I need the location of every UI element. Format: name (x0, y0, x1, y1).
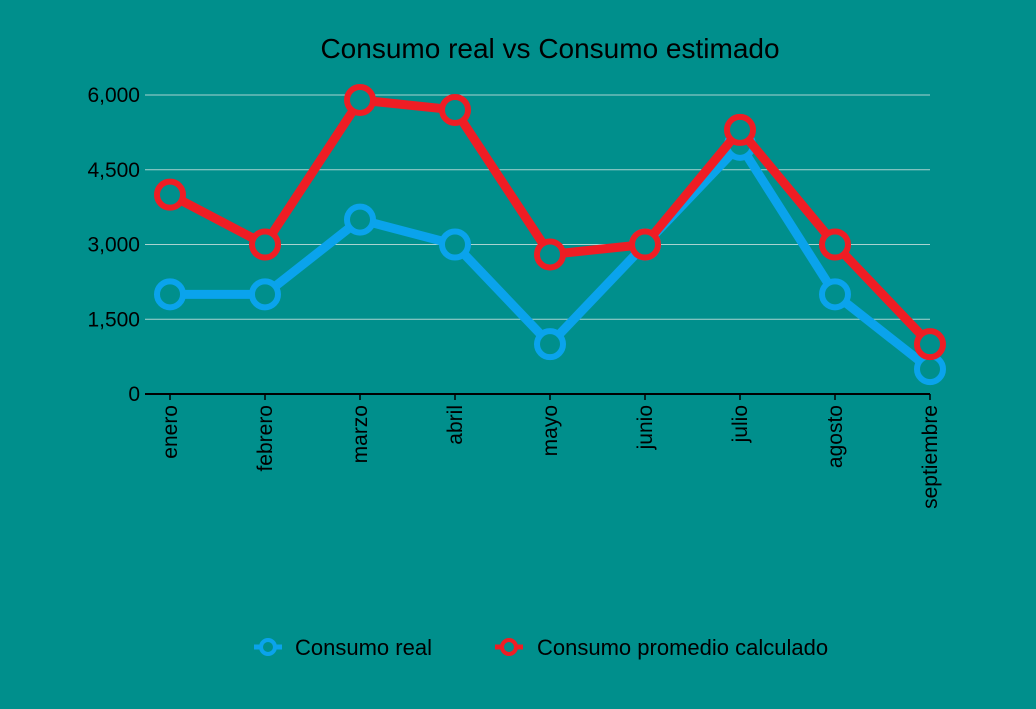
series-lines (154, 83, 946, 386)
legend-item: Consumo promedio calculado (495, 635, 828, 660)
y-axis-tick-labels: 0 1,500 3,000 4,500 6,000 (87, 84, 140, 406)
x-tick-label: septiembre (919, 405, 942, 509)
data-point (344, 83, 376, 116)
series-line (165, 95, 935, 349)
y-tick-label: 0 (128, 383, 140, 406)
y-tick-label: 6,000 (87, 84, 140, 107)
data-point (344, 203, 376, 236)
legend-marker-icon (500, 638, 518, 656)
data-point (724, 113, 756, 146)
chart-title: Consumo real vs Consumo estimado (320, 33, 779, 64)
data-point (914, 328, 946, 361)
legend-label: Consumo real (295, 635, 432, 660)
x-tick-label: marzo (349, 405, 372, 463)
legend-marker-icon (259, 638, 277, 656)
x-tick-label: julio (729, 405, 752, 443)
data-point (249, 228, 281, 261)
data-point (154, 278, 186, 311)
data-point (154, 178, 186, 211)
legend: Consumo real Consumo promedio calculado (254, 635, 828, 660)
data-point (819, 278, 851, 311)
x-axis-tick-labels: enero febrero marzo abril mayo junio julio agos… (159, 394, 942, 509)
legend-item: Consumo real (254, 635, 432, 660)
data-point (249, 278, 281, 311)
x-tick-label: abril (444, 405, 467, 445)
x-tick-label: mayo (539, 405, 562, 456)
x-tick-label: agosto (824, 405, 847, 468)
data-point (439, 228, 471, 261)
data-point (629, 228, 661, 261)
y-tick-label: 4,500 (87, 159, 140, 182)
data-point (534, 238, 566, 271)
data-point (819, 228, 851, 261)
x-tick-label: enero (159, 405, 182, 459)
data-point (534, 328, 566, 361)
x-tick-label: febrero (254, 405, 277, 472)
y-tick-label: 1,500 (87, 308, 140, 331)
y-tick-label: 3,000 (87, 234, 140, 257)
x-tick-label: junio (634, 405, 657, 450)
data-point (439, 93, 471, 126)
legend-label: Consumo promedio calculado (537, 635, 828, 660)
series-consumo-promedio (154, 83, 946, 361)
